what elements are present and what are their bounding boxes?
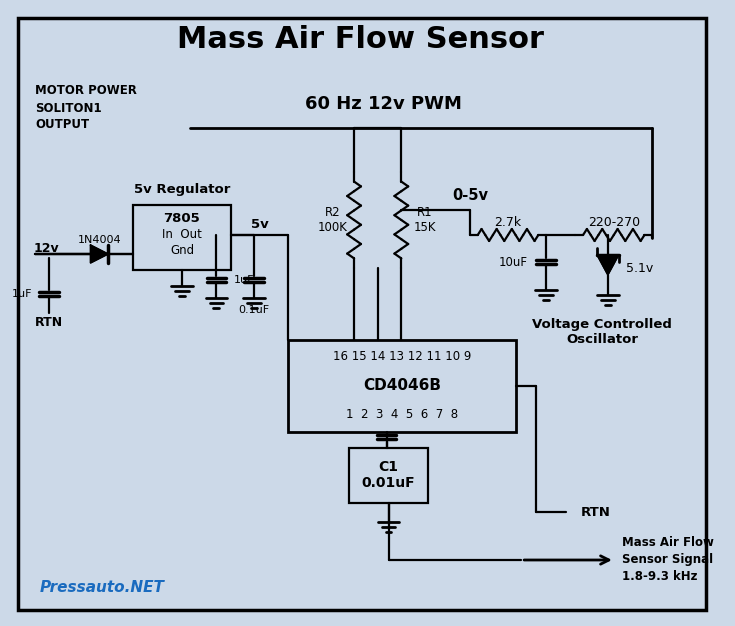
Text: 1uF: 1uF [234, 275, 254, 285]
Text: 220-270: 220-270 [588, 215, 640, 228]
Text: R1
15K: R1 15K [414, 206, 436, 234]
Text: 5.1v: 5.1v [625, 262, 653, 274]
Bar [133, 205, 231, 270]
Text: 0-5v: 0-5v [452, 188, 488, 203]
Text: 10uF: 10uF [498, 255, 527, 269]
Bar [288, 340, 517, 432]
Text: RTN: RTN [35, 316, 63, 329]
Text: 1N4004: 1N4004 [77, 235, 121, 245]
Text: R2
100K: R2 100K [318, 206, 348, 234]
Polygon shape [597, 255, 619, 275]
Bar [349, 448, 428, 503]
Text: 5v Regulator: 5v Regulator [134, 183, 230, 197]
Text: CD4046B: CD4046B [363, 379, 441, 394]
Polygon shape [90, 245, 108, 263]
Text: Mass Air Flow
Sensor Signal
1.8-9.3 kHz: Mass Air Flow Sensor Signal 1.8-9.3 kHz [622, 536, 714, 583]
Text: Pressauto.NET: Pressauto.NET [40, 580, 164, 595]
Text: 1  2  3  4  5  6  7  8: 1 2 3 4 5 6 7 8 [346, 409, 459, 421]
Text: C1
0.01uF: C1 0.01uF [362, 460, 415, 490]
Text: Mass Air Flow Sensor: Mass Air Flow Sensor [177, 26, 545, 54]
Text: 60 Hz 12v PWM: 60 Hz 12v PWM [305, 95, 462, 113]
Text: 5v: 5v [251, 217, 268, 230]
Text: 16 15 14 13 12 11 10 9: 16 15 14 13 12 11 10 9 [333, 351, 471, 364]
Text: 2.7k: 2.7k [494, 215, 521, 228]
Text: 12v: 12v [33, 242, 59, 255]
Text: Gnd: Gnd [170, 245, 194, 257]
Text: Voltage Controlled
Oscillator: Voltage Controlled Oscillator [532, 318, 672, 346]
Text: RTN: RTN [581, 506, 610, 518]
Text: MOTOR POWER
SOLITON1
OUTPUT: MOTOR POWER SOLITON1 OUTPUT [35, 85, 137, 131]
Text: 0.1uF: 0.1uF [238, 305, 269, 315]
Text: In  Out: In Out [162, 228, 202, 242]
Text: 1uF: 1uF [12, 289, 32, 299]
Text: 7805: 7805 [164, 212, 201, 225]
